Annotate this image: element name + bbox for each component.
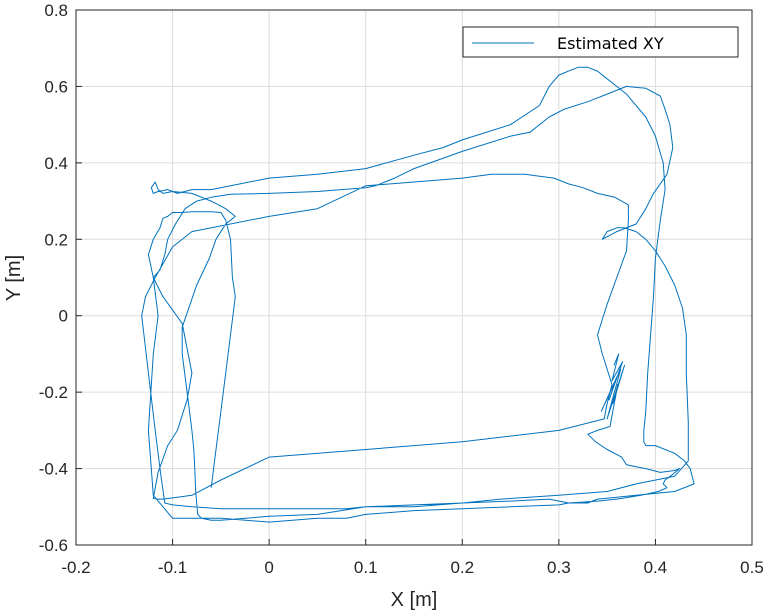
- x-tick-label: 0.2: [450, 558, 474, 577]
- legend-box: [462, 26, 739, 58]
- y-tick-label: 0.8: [44, 1, 68, 20]
- legend-label: Estimated XY: [557, 34, 664, 53]
- legend: Estimated XY: [462, 26, 739, 58]
- series-line-estimated-xy: [141, 66, 695, 523]
- y-tick-label: -0.4: [39, 460, 68, 479]
- y-tick-label: -0.6: [39, 536, 68, 555]
- y-tick-label: -0.2: [39, 383, 68, 402]
- x-axis: -0.2 -0.1 0 0.1 0.2 0.3 0.4 0.5: [61, 539, 764, 577]
- x-tick-label: 0.4: [644, 558, 668, 577]
- y-tick-label: 0.2: [44, 230, 68, 249]
- y-tick-label: 0: [59, 307, 68, 326]
- x-tick-label: 0.5: [740, 558, 764, 577]
- x-tick-label: 0.1: [354, 558, 378, 577]
- y-tick-label: 0.4: [44, 154, 68, 173]
- x-tick-label: -0.2: [61, 558, 90, 577]
- y-axis: -0.6 -0.4 -0.2 0 0.2 0.4 0.6 0.8: [39, 1, 82, 555]
- grid: [75, 9, 753, 546]
- x-tick-label: -0.1: [158, 558, 187, 577]
- x-tick-label: 0.3: [547, 558, 571, 577]
- x-tick-label: 0: [264, 558, 273, 577]
- y-axis-label: Y [m]: [3, 255, 25, 301]
- y-tick-label: 0.6: [44, 77, 68, 96]
- x-axis-label: X [m]: [391, 589, 438, 611]
- plot-area-frame: [75, 9, 753, 546]
